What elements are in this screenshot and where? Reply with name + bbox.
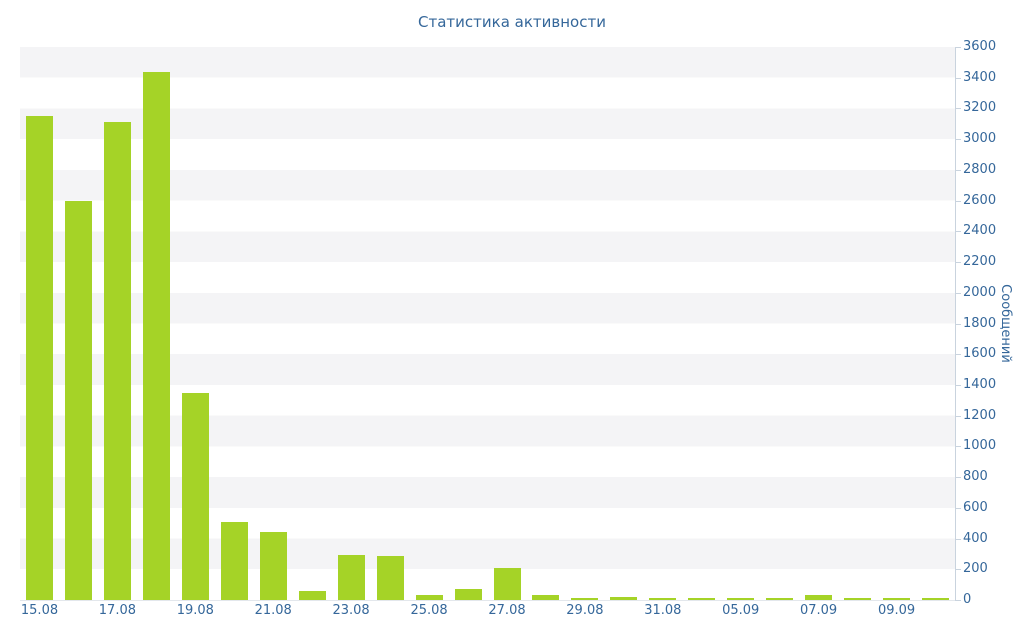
bar-08.09[interactable] xyxy=(844,598,872,600)
x-tick-label: 17.08 xyxy=(98,603,136,618)
bar-28.08[interactable] xyxy=(532,595,560,600)
y-tick-label: 400 xyxy=(963,530,988,546)
plot-area xyxy=(20,47,956,601)
bar-06.09[interactable] xyxy=(766,598,794,600)
y-tick-label: 200 xyxy=(963,561,988,577)
x-tick-label: 05.09 xyxy=(722,603,760,618)
bar-26.08[interactable] xyxy=(454,588,482,600)
bar-19.08[interactable] xyxy=(181,392,209,600)
bar-29.08[interactable] xyxy=(571,597,599,600)
x-tick-label: 09.09 xyxy=(877,603,916,618)
bar-18.08[interactable] xyxy=(142,71,170,600)
bar-15.08[interactable] xyxy=(26,116,53,600)
x-tick-label: 23.08 xyxy=(332,603,370,618)
bar-16.08[interactable] xyxy=(64,200,92,600)
bar-25.08[interactable] xyxy=(415,595,443,600)
bar-23.08[interactable] xyxy=(337,554,365,600)
bar-22.08[interactable] xyxy=(298,590,326,600)
bar-21.08[interactable] xyxy=(259,531,287,600)
bar-30.08[interactable] xyxy=(610,596,638,600)
bar-07.09[interactable] xyxy=(805,595,833,600)
bar-05.09[interactable] xyxy=(727,598,755,600)
bar-20.08[interactable] xyxy=(220,521,248,600)
bar-04.09[interactable] xyxy=(688,598,716,600)
y-tick-label: 0 xyxy=(963,592,972,607)
x-tick-label: 29.08 xyxy=(566,603,604,618)
x-tick-label: 25.08 xyxy=(410,603,448,618)
y-tick-label: 800 xyxy=(963,469,988,485)
bar-24.08[interactable] xyxy=(376,556,404,600)
x-tick-label: 07.09 xyxy=(799,603,838,618)
bar-10.09[interactable] xyxy=(922,598,949,600)
x-tick-label: 31.08 xyxy=(644,603,682,618)
x-tick-label: 21.08 xyxy=(254,603,292,618)
chart-title: Статистика активности xyxy=(418,13,606,31)
x-tick-label: 27.08 xyxy=(488,603,526,618)
bar-17.08[interactable] xyxy=(103,122,131,600)
y-axis-title-text: Сообщений xyxy=(997,284,1013,363)
bar-27.08[interactable] xyxy=(493,567,521,600)
bar-31.08[interactable] xyxy=(649,597,677,600)
bar-09.09[interactable] xyxy=(883,598,911,600)
x-tick-label: 15.08 xyxy=(20,603,59,618)
y-tick-label: 600 xyxy=(963,499,988,515)
x-tick-label: 19.08 xyxy=(176,603,214,618)
y-axis-title: Сообщений xyxy=(990,47,1020,600)
